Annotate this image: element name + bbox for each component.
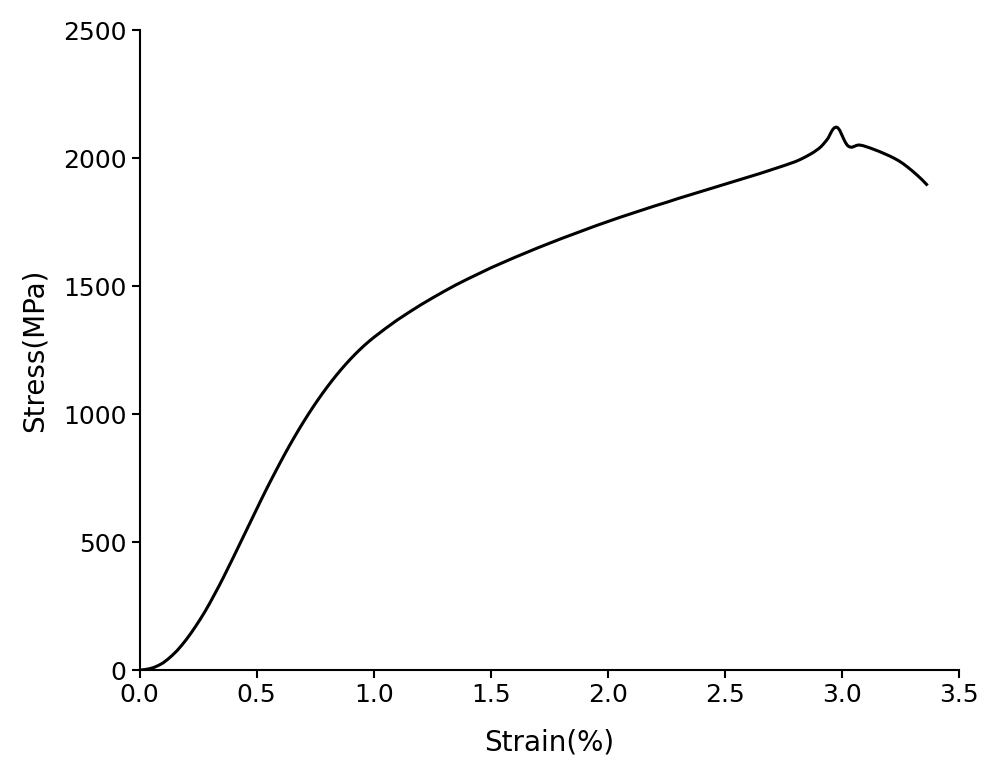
Y-axis label: Stress(MPa): Stress(MPa) [21, 269, 49, 432]
X-axis label: Strain(%): Strain(%) [484, 728, 615, 756]
